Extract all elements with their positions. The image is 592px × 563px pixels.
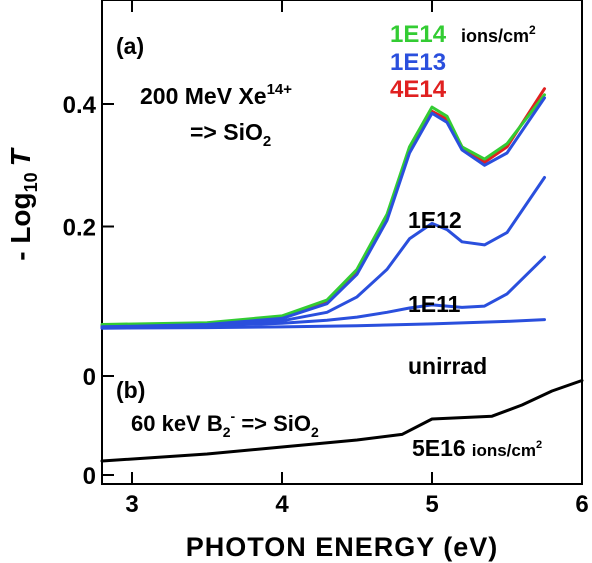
label-unirrad: unirrad: [408, 353, 487, 379]
x-tick-label: 6: [575, 491, 588, 518]
label-1e12: 1E12: [408, 207, 462, 233]
series-layer: [100, 87, 584, 463]
panel-b-label: (b): [116, 377, 145, 403]
series-line-1e14: [100, 93, 546, 326]
x-axis-label: PHOTON ENERGY (eV): [186, 532, 499, 562]
xe-ion-annotation: 200 MeV Xe14+: [140, 81, 292, 109]
x-tick-labels: 3 4 5 6: [125, 491, 588, 518]
x-tick-label: 5: [425, 491, 438, 518]
legend-1e14: 1E14: [390, 21, 447, 48]
legend-units: ions/cm2: [461, 23, 536, 46]
sio2-annotation: => SiO2: [190, 119, 271, 150]
y-axis-label: - Log10 T: [5, 146, 41, 260]
y-axis-label-prefix: - Log: [5, 192, 36, 260]
series-line-1e12: [100, 176, 546, 330]
y-axis-label-var: T: [5, 146, 36, 166]
x-tick-label: 3: [125, 491, 138, 518]
b2-annotation: 60 keV B2- => SiO2: [131, 408, 319, 440]
axis-ticks: [102, 0, 583, 484]
y-tick-label: 0.2: [63, 215, 96, 242]
label-1e11: 1E11: [408, 291, 461, 317]
y-tick-label: 0: [83, 364, 96, 391]
legend-1e13: 1E13: [390, 49, 446, 76]
x-tick-label: 4: [275, 491, 289, 518]
y-tick-labels: 0.2 0.4 0 0: [63, 92, 97, 490]
panel-a-label: (a): [116, 33, 144, 59]
y-axis-label-sub: 10: [21, 172, 41, 192]
plot-frame: [101, 0, 583, 485]
series-line-4e14: [100, 87, 546, 328]
label-5e16: 5E16 ions/cm2: [412, 435, 542, 461]
legend-4e14: 4E14: [390, 76, 447, 103]
y-tick-label: 0: [83, 463, 96, 490]
series-line-1e11: [100, 255, 546, 329]
series-line-unirrad: [100, 318, 546, 330]
y-tick-label: 0.4: [63, 92, 97, 119]
series-line-1e13: [100, 96, 546, 329]
series-line-5e16: [100, 379, 584, 463]
